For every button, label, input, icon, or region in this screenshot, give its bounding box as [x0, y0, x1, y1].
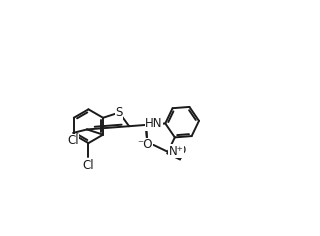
Text: O: O	[176, 144, 186, 157]
Text: ⁻O: ⁻O	[137, 138, 152, 152]
Text: O: O	[142, 140, 152, 153]
Text: Cl: Cl	[67, 134, 79, 147]
Text: S: S	[116, 106, 123, 119]
Text: Cl: Cl	[83, 159, 94, 172]
Text: HN: HN	[145, 117, 163, 130]
Text: N⁺: N⁺	[169, 145, 184, 158]
